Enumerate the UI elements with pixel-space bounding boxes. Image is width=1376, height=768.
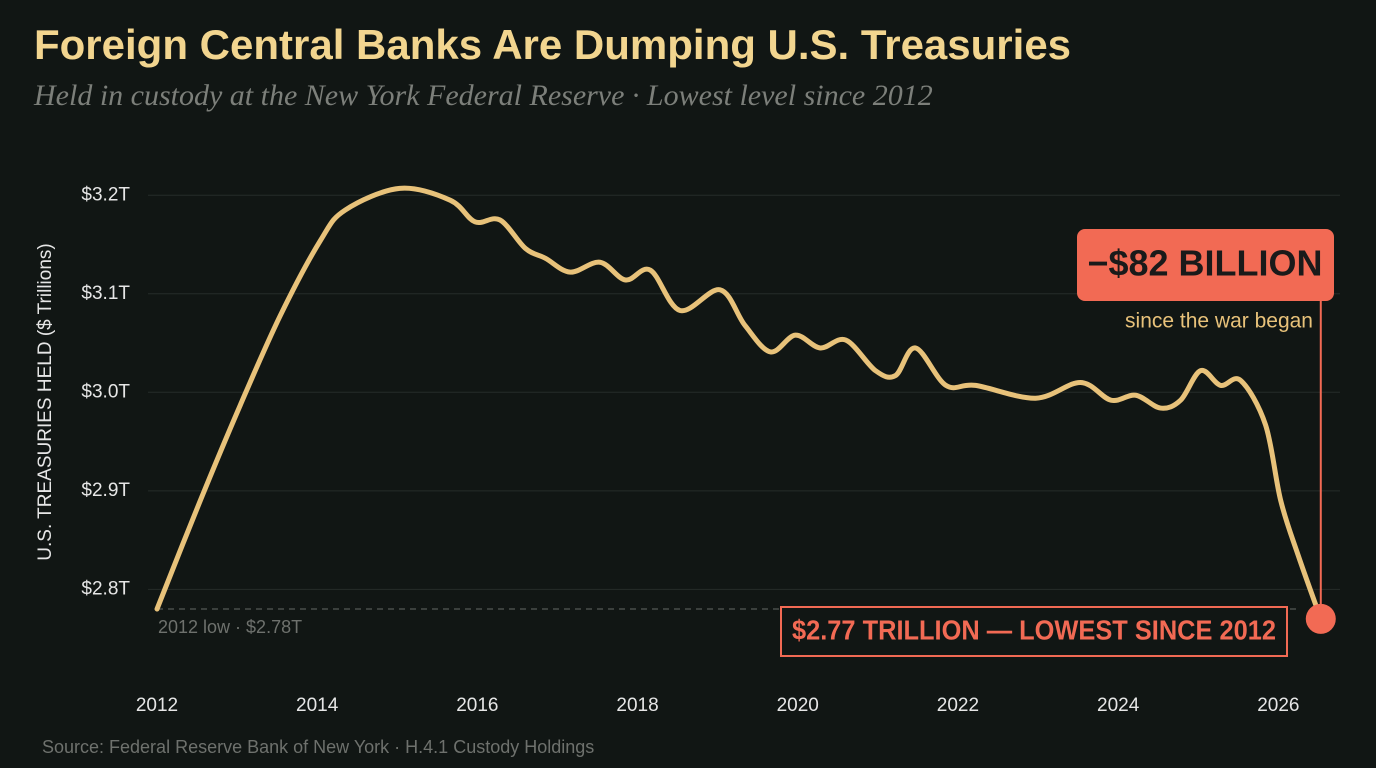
x-tick-label: 2022	[937, 695, 979, 716]
x-tick-label: 2026	[1257, 695, 1299, 716]
callout-box	[1077, 229, 1334, 301]
y-tick-label: $2.9T	[81, 480, 130, 501]
reference-label: 2012 low · $2.78T	[158, 617, 302, 637]
chart-subtitle: Held in custody at the New York Federal …	[33, 79, 933, 112]
source: Source: Federal Reserve Bank of New York…	[42, 737, 594, 757]
y-axis-label: U.S. TREASURIES HELD ($ Trillions)	[35, 243, 56, 560]
callout-note: since the war began	[1125, 310, 1313, 333]
y-tick-label: $3.2T	[81, 184, 130, 205]
y-tick-label: $2.8T	[81, 578, 130, 599]
x-tick-label: 2016	[456, 695, 498, 716]
x-tick-label: 2014	[296, 695, 339, 716]
data-line	[154, 185, 1324, 622]
x-tick-label: 2024	[1097, 695, 1140, 716]
end-label-box	[780, 606, 1288, 657]
chart-title: Foreign Central Banks Are Dumping U.S. T…	[34, 21, 1071, 68]
y-tick-label: $3.0T	[81, 381, 130, 402]
callout-label: −$82 BILLION	[1088, 243, 1323, 284]
end-point	[1305, 603, 1336, 634]
y-tick-label: $3.1T	[81, 283, 130, 304]
x-tick-label: 2020	[777, 695, 819, 716]
x-tick-label: 2012	[136, 695, 178, 716]
x-tick-label: 2018	[616, 695, 658, 716]
end-label: $2.77 TRILLION — LOWEST SINCE 2012	[792, 614, 1276, 645]
